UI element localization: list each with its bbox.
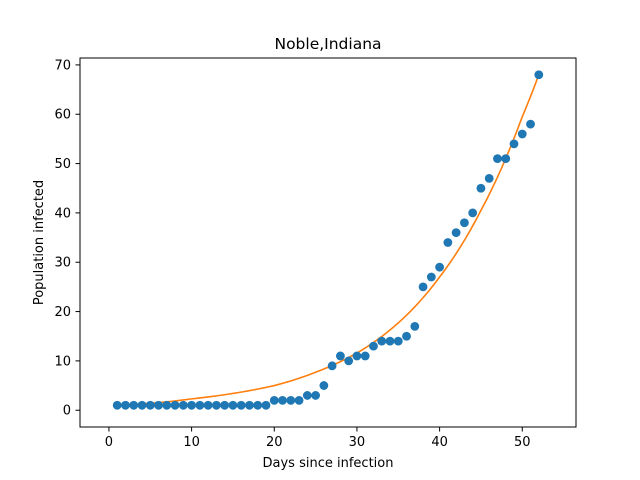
data-point bbox=[170, 400, 180, 410]
data-point bbox=[311, 391, 320, 400]
data-point bbox=[517, 129, 527, 139]
data-point bbox=[377, 336, 387, 346]
data-point bbox=[336, 351, 345, 361]
data-point bbox=[112, 400, 122, 410]
data-point bbox=[443, 238, 453, 247]
y-tick-label: 50 bbox=[54, 157, 71, 172]
x-tick-label: 10 bbox=[183, 435, 200, 450]
data-point bbox=[476, 183, 486, 193]
data-point bbox=[121, 400, 130, 410]
y-tick-label: 20 bbox=[54, 305, 71, 320]
data-point bbox=[484, 173, 494, 183]
x-tick-label: 30 bbox=[349, 435, 366, 450]
data-point bbox=[385, 336, 395, 346]
data-point bbox=[410, 321, 420, 331]
data-point bbox=[294, 395, 304, 405]
data-point bbox=[269, 395, 279, 405]
x-tick-label: 20 bbox=[266, 435, 283, 450]
scatter-points-layer bbox=[112, 70, 544, 410]
data-point bbox=[451, 228, 461, 238]
plot-area-frame bbox=[79, 57, 577, 428]
x-tick-label: 0 bbox=[105, 435, 113, 450]
data-point bbox=[393, 336, 403, 346]
data-point bbox=[327, 361, 337, 371]
data-point bbox=[369, 341, 378, 351]
data-point bbox=[402, 331, 411, 341]
data-point bbox=[286, 395, 296, 405]
y-tick-label: 60 bbox=[54, 108, 71, 123]
data-point bbox=[261, 400, 271, 410]
data-point bbox=[162, 400, 172, 410]
data-point bbox=[253, 400, 263, 410]
y-tick-label: 70 bbox=[54, 58, 71, 73]
data-point bbox=[228, 400, 238, 410]
data-point bbox=[509, 139, 519, 149]
data-point bbox=[344, 356, 354, 366]
y-tick-label: 0 bbox=[63, 404, 71, 419]
data-point bbox=[493, 154, 502, 164]
data-point bbox=[468, 208, 478, 218]
data-point bbox=[352, 351, 362, 361]
x-axis-title: Days since infection bbox=[263, 456, 394, 471]
x-tick-label: 50 bbox=[514, 435, 531, 450]
data-point bbox=[435, 262, 444, 272]
fit-line-layer bbox=[117, 74, 540, 407]
x-tick-label: 40 bbox=[431, 435, 448, 450]
data-point bbox=[154, 400, 163, 410]
y-tick-label: 30 bbox=[54, 256, 71, 271]
data-point bbox=[302, 391, 312, 400]
data-point bbox=[360, 351, 370, 361]
data-point bbox=[220, 400, 230, 410]
data-point bbox=[129, 400, 139, 410]
data-point bbox=[137, 400, 147, 410]
data-point bbox=[245, 400, 254, 410]
data-point bbox=[501, 154, 511, 164]
data-point bbox=[145, 400, 155, 410]
data-point bbox=[319, 381, 329, 390]
data-point bbox=[534, 70, 544, 80]
data-point bbox=[187, 400, 197, 410]
y-tick-label: 40 bbox=[54, 206, 71, 221]
ticks-layer: 0 10 20 30 40 50 0 10 20 30 40 50 60 70 bbox=[54, 58, 530, 450]
data-point bbox=[236, 400, 246, 410]
data-point bbox=[526, 119, 535, 129]
data-point bbox=[195, 400, 205, 410]
data-point bbox=[418, 282, 428, 292]
data-point bbox=[178, 400, 188, 410]
data-point bbox=[460, 218, 469, 228]
data-point bbox=[203, 400, 213, 410]
fit-line bbox=[117, 74, 540, 407]
data-point bbox=[212, 400, 221, 410]
chart-title: Noble,Indiana bbox=[274, 35, 381, 53]
data-point bbox=[426, 272, 436, 282]
y-axis-title: Population infected bbox=[32, 180, 47, 305]
y-tick-label: 10 bbox=[54, 354, 71, 369]
data-point bbox=[278, 395, 287, 405]
